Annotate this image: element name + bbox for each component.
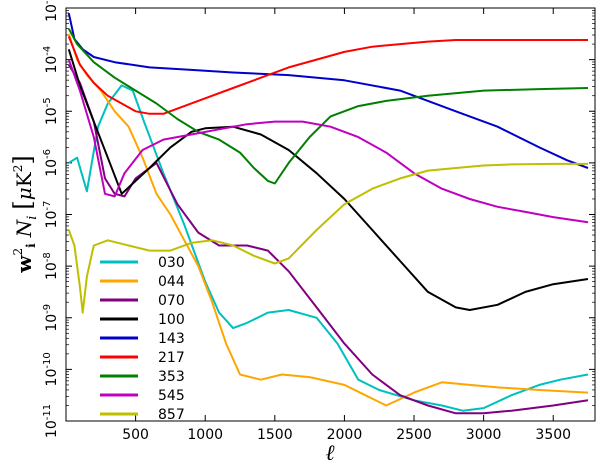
legend-label-044: 044 <box>158 274 185 290</box>
x-tick-label: 3000 <box>466 427 502 443</box>
x-axis-ticks: 500 1000 1500 2000 2500 3000 3500 <box>122 8 571 443</box>
series-lines <box>67 12 589 415</box>
y-tick-label: 10-8 <box>42 252 60 280</box>
svg-text:10-4: 10-4 <box>42 46 60 74</box>
x-tick-label: 500 <box>122 427 149 443</box>
legend-label-100: 100 <box>158 312 185 328</box>
svg-text:10-3: 10-3 <box>42 0 60 22</box>
legend-label-143: 143 <box>158 331 185 347</box>
plot-frame <box>65 7 596 422</box>
legend-label-070: 070 <box>158 293 185 309</box>
y-tick-label: 10-3 <box>42 0 60 22</box>
series-line-100 <box>67 49 589 311</box>
legend-label-217: 217 <box>158 350 185 366</box>
x-axis-label: ℓ <box>325 441 335 466</box>
y-tick-label: 10-11 <box>42 404 60 438</box>
series-line-044 <box>67 33 589 407</box>
svg-text:10-5: 10-5 <box>42 97 60 125</box>
y-axis-label: w2iNi[μK2] <box>9 155 40 273</box>
series-line-545 <box>67 59 589 224</box>
svg-text:10-11: 10-11 <box>42 404 60 438</box>
legend: 030 044 070 100 143 217 353 545 857 <box>100 255 185 423</box>
legend-label-545: 545 <box>158 388 185 404</box>
series-line-353 <box>67 28 589 185</box>
series-line-030 <box>68 84 589 412</box>
y-tick-label: 10-6 <box>42 149 60 177</box>
x-tick-label: 1000 <box>187 427 223 443</box>
series-line-217 <box>67 36 588 115</box>
legend-label-857: 857 <box>158 407 185 423</box>
svg-text:10-9: 10-9 <box>42 304 60 332</box>
series-line-070 <box>67 64 589 415</box>
svg-text:10-8: 10-8 <box>42 252 60 280</box>
x-tick-label: 2500 <box>396 427 432 443</box>
legend-label-353: 353 <box>158 369 185 385</box>
y-tick-label: 10-9 <box>42 304 60 332</box>
y-tick-label: 10-5 <box>42 97 60 125</box>
y-tick-label: 10-10 <box>42 352 60 386</box>
svg-text:w2iNi[μK2]: w2iNi[μK2] <box>9 155 40 273</box>
series-line-143 <box>67 12 589 169</box>
y-tick-label: 10-7 <box>42 201 60 229</box>
legend-label-030: 030 <box>158 255 185 271</box>
series-line-857 <box>67 162 588 314</box>
x-tick-label: 2000 <box>327 427 363 443</box>
svg-text:10-10: 10-10 <box>42 352 60 386</box>
y-axis-ticks: 10-11 10-10 10-9 10-8 10-7 10-6 10-5 10-4 10-3 <box>42 0 595 438</box>
x-tick-label: 1500 <box>257 427 293 443</box>
svg-text:10-6: 10-6 <box>42 149 60 177</box>
svg-text:10-7: 10-7 <box>42 201 60 229</box>
x-tick-label: 3500 <box>535 427 571 443</box>
y-tick-label: 10-4 <box>42 46 60 74</box>
